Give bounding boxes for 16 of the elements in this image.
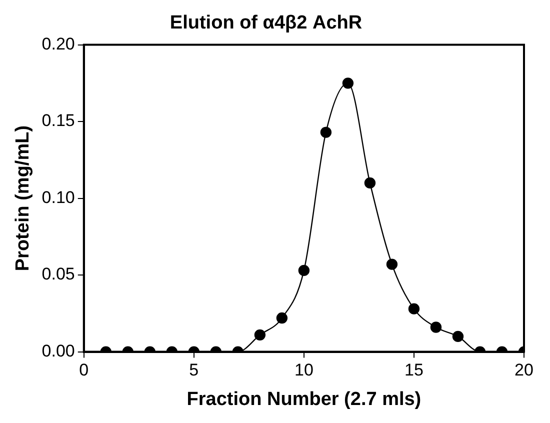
point bbox=[320, 126, 332, 138]
x-tick-label: 20 bbox=[514, 360, 534, 380]
point bbox=[364, 177, 376, 189]
y-axis-title: Protein (mg/mL) bbox=[12, 125, 34, 272]
chart-title: Elution of α4β2 AchR bbox=[170, 12, 362, 34]
y-tick-label: 0.10 bbox=[42, 188, 75, 207]
x-tick-label: 10 bbox=[294, 360, 314, 380]
y-tick-label: 0.00 bbox=[42, 341, 75, 360]
point bbox=[342, 78, 354, 89]
x-tick-label: 5 bbox=[189, 360, 199, 380]
y-tick-label: 0.15 bbox=[42, 111, 75, 130]
y-tick-label: 0.05 bbox=[42, 264, 75, 284]
x-tick-label: 0 bbox=[79, 360, 89, 380]
y-tick-label: 0.20 bbox=[42, 34, 75, 54]
x-axis-title: Fraction Number (2.7 mls) bbox=[186, 388, 422, 410]
x-tick-label: 15 bbox=[404, 360, 424, 380]
